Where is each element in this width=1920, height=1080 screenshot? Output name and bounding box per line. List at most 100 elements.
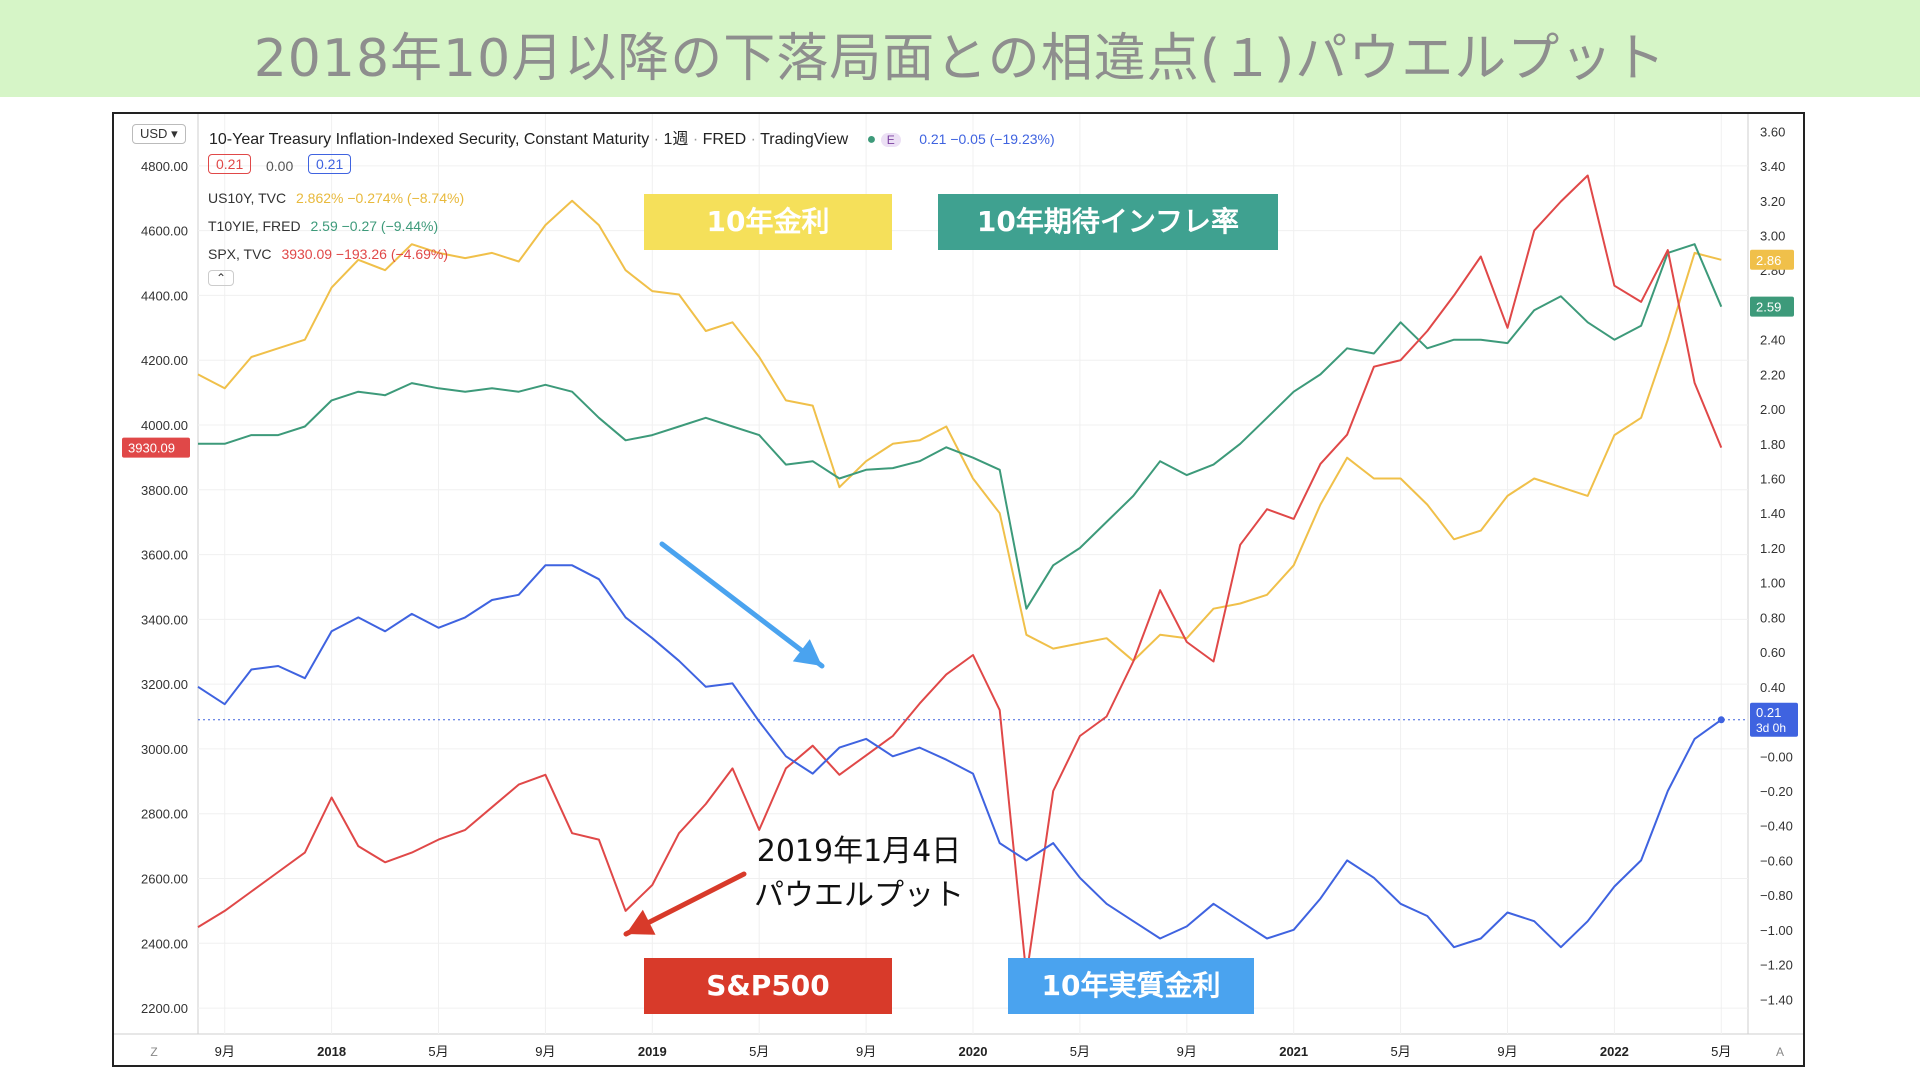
x-tick-label: 9月 (215, 1044, 235, 1059)
y-right-tick-label: 1.00 (1760, 576, 1785, 591)
legend-spx[interactable]: SPX, TVC 3930.09 −193.26 (−4.69%) (208, 246, 448, 262)
y-left-tick-label: 2400.00 (141, 936, 188, 951)
chart-canvas[interactable]: 9月 2018 5月 9月 2019 5月 9月 2020 5月 9月 2021 5月 9月 2022 5月… (114, 114, 1803, 1065)
y-left-tick-label: 4800.00 (141, 159, 188, 174)
y-right-tick-label: −1.20 (1760, 958, 1793, 973)
corner-label-left: Z (150, 1045, 157, 1059)
y-right-tick-label: 3.20 (1760, 194, 1785, 209)
price-tag-real: 0.21 (1756, 705, 1781, 720)
y-right-tick-label: 0.40 (1760, 680, 1785, 695)
arrow-powell-put-head (626, 909, 656, 935)
arrow-real-yield-drop-shaft (659, 541, 825, 669)
value-box-mid: 0.00 (266, 158, 294, 174)
y-right-tick-label: 3.00 (1760, 229, 1785, 244)
x-tick-label: 9月 (535, 1044, 555, 1059)
y-right-tick-label: 3.40 (1760, 159, 1785, 174)
earnings-badge[interactable]: E (880, 133, 901, 147)
price-tag-spx: 3930.09 (128, 441, 175, 456)
price-tag-real-bg (1750, 702, 1798, 737)
x-tick-label: 9月 (1177, 1044, 1197, 1059)
instrument-title: 10-Year Treasury Inflation-Indexed Secur… (209, 131, 1055, 148)
annotation-note-date: 2019年1月4日 (756, 834, 962, 869)
source-label: FRED (702, 131, 747, 148)
series-line-spx (197, 174, 1723, 977)
price-tag-spx-bg (122, 437, 190, 458)
chart-frame: 9月 2018 5月 9月 2019 5月 9月 2020 5月 9月 2021 5月 9月 2022 5月… (112, 112, 1805, 1067)
x-tick-label: 5月 (749, 1044, 769, 1059)
legend-t10yie[interactable]: T10YIE, FRED 2.59 −0.27 (−9.44%) (208, 218, 438, 234)
legend-us10y-symbol: US10Y, TVC (208, 190, 287, 206)
label-box-us10y: 10年金利 (644, 194, 892, 250)
price-tag-us10y-bg (1750, 249, 1794, 270)
currency-label: USD (140, 126, 168, 141)
platform-label: TradingView (760, 131, 849, 148)
x-tick-label: 5月 (1390, 1044, 1410, 1059)
instrument-name: 10-Year Treasury Inflation-Indexed Secur… (209, 131, 650, 148)
y-left-tick-label: 4400.00 (141, 288, 188, 303)
title-band: 2018年10月以降の下落局面との相違点(１)パウエルプット (0, 0, 1920, 97)
x-tick-label: 9月 (1497, 1044, 1517, 1059)
series-line-us10y (197, 199, 1722, 662)
page-title: 2018年10月以降の下落局面との相違点(１)パウエルプット (253, 29, 1667, 89)
real-yield-last-point (1717, 716, 1725, 724)
label-box-real: 10年実質金利 (1008, 958, 1254, 1014)
annotation-note-text: パウエルプット (754, 878, 964, 913)
quote-readout: 0.21 −0.05 (−19.23%) (919, 131, 1055, 147)
y-right-tick-label: −1.40 (1760, 992, 1793, 1007)
y-right-tick-label: −1.00 (1760, 923, 1793, 938)
legend-t10yie-value: 2.59 −0.27 (−9.44%) (310, 218, 439, 234)
y-right-tick-label: 2.00 (1760, 402, 1785, 417)
y-left-tick-label: 2600.00 (141, 872, 188, 887)
y-right-tick-label: 0.60 (1760, 645, 1785, 660)
x-tick-label: 5月 (428, 1044, 448, 1059)
price-tag-real-sub: 3d 0h (1756, 721, 1786, 735)
y-right-tick-label: −0.40 (1760, 819, 1793, 834)
x-tick-label: 5月 (1711, 1044, 1731, 1059)
y-right-tick-label: 1.40 (1760, 506, 1785, 521)
y-left-tick-label: 3200.00 (141, 677, 188, 692)
chevron-down-icon: ▾ (171, 126, 178, 141)
interval-label: 1週 (663, 131, 689, 148)
x-tick-label: 5月 (1070, 1044, 1090, 1059)
status-dot-icon: ● (866, 131, 877, 148)
x-tick-label: 9月 (856, 1044, 876, 1059)
y-right-tick-label: −0.60 (1760, 853, 1793, 868)
y-left-tick-label: 3800.00 (141, 483, 188, 498)
y-right-tick-label: −0.00 (1760, 749, 1793, 764)
price-tag-t10yie: 2.59 (1756, 300, 1781, 315)
x-tick-label: 2020 (959, 1044, 988, 1059)
y-right-tick-label: 1.60 (1760, 472, 1785, 487)
series-line-real (197, 564, 1722, 949)
y-left-tick-label: 3400.00 (141, 612, 188, 627)
y-right-tick-label: 2.20 (1760, 367, 1785, 382)
y-right-tick-label: 1.80 (1760, 437, 1785, 452)
legend-spx-symbol: SPX, TVC (208, 246, 272, 262)
legend-us10y[interactable]: US10Y, TVC 2.862% −0.274% (−8.74%) (208, 190, 464, 206)
y-left-tick-label: 3600.00 (141, 548, 188, 563)
y-right-tick-label: −0.20 (1760, 784, 1793, 799)
y-right-tick-label: 1.20 (1760, 541, 1785, 556)
y-left-tick-label: 3000.00 (141, 742, 188, 757)
x-tick-label: 2018 (317, 1044, 346, 1059)
y-right-tick-label: −0.80 (1760, 888, 1793, 903)
y-right-tick-label: 2.40 (1760, 333, 1785, 348)
y-right-tick-label: 3.60 (1760, 124, 1785, 139)
y-right-tick-label: 0.80 (1760, 610, 1785, 625)
y-left-tick-label: 2800.00 (141, 807, 188, 822)
y-left-tick-label: 4200.00 (141, 353, 188, 368)
currency-selector[interactable]: USD ▾ (132, 124, 186, 144)
y-left-tick-label: 4000.00 (141, 418, 188, 433)
y-left-tick-label: 4600.00 (141, 224, 188, 239)
annotation-note: 2019年1月4日 パウエルプット (754, 830, 964, 918)
x-tick-label: 2019 (638, 1044, 667, 1059)
value-box-red: 0.21 (208, 154, 252, 174)
price-tag-t10yie-bg (1750, 296, 1794, 317)
chevron-up-icon: ⌃ (216, 271, 227, 285)
price-tag-us10y: 2.86 (1756, 253, 1781, 268)
x-tick-label: 2021 (1279, 1044, 1308, 1059)
corner-label-right: A (1776, 1045, 1784, 1059)
legend-us10y-value: 2.862% −0.274% (−8.74%) (295, 190, 465, 206)
series-line-t10yie (198, 243, 1723, 610)
collapse-legend-button[interactable]: ⌃ (208, 270, 235, 286)
label-box-spx: S&P500 (644, 958, 892, 1014)
